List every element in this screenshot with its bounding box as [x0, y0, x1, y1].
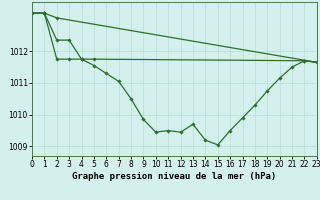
X-axis label: Graphe pression niveau de la mer (hPa): Graphe pression niveau de la mer (hPa): [72, 172, 276, 181]
